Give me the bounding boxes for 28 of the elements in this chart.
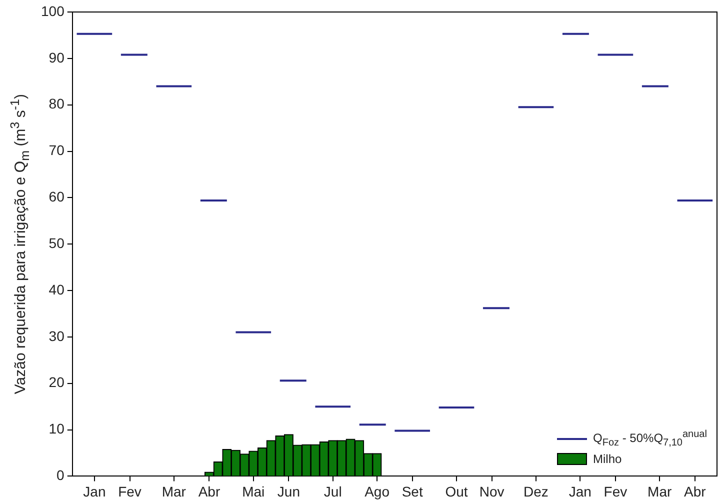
x-tick-label: Abr xyxy=(198,483,220,500)
y-tick-label: 100 xyxy=(41,2,65,19)
x-tick-label: Mai xyxy=(242,483,265,500)
y-tick-label: 10 xyxy=(48,420,65,437)
x-tick-label: Jan xyxy=(83,483,106,500)
x-tick-label: Mar xyxy=(162,483,186,500)
x-tick-label: Mar xyxy=(648,483,672,500)
y-tick-label: 20 xyxy=(48,374,65,390)
x-tick-label: Jan xyxy=(568,483,592,500)
x-tick-label: Jun xyxy=(277,483,300,500)
x-tick-label: Out xyxy=(445,483,468,500)
x-tick-label: Ago xyxy=(364,483,390,500)
y-tick-label: 60 xyxy=(48,188,65,205)
y-tick-label: 30 xyxy=(48,328,65,344)
legend-label: Milho xyxy=(593,452,622,466)
x-tick-label: Set xyxy=(402,483,423,500)
y-tick-label: 0 xyxy=(56,467,65,484)
y-tick-label: 70 xyxy=(48,142,65,158)
x-tick-label: Fev xyxy=(604,483,628,500)
x-tick-label: Abr xyxy=(684,483,706,500)
y-tick-label: 90 xyxy=(48,49,65,66)
x-tick-label: Dez xyxy=(524,483,548,500)
y-tick-label: 80 xyxy=(48,96,65,112)
x-tick-label: Fev xyxy=(118,483,142,500)
x-tick-label: Nov xyxy=(479,483,504,500)
x-tick-label: Jul xyxy=(324,483,342,500)
y-tick-label: 50 xyxy=(48,234,65,251)
y-tick-label: 40 xyxy=(48,281,65,298)
